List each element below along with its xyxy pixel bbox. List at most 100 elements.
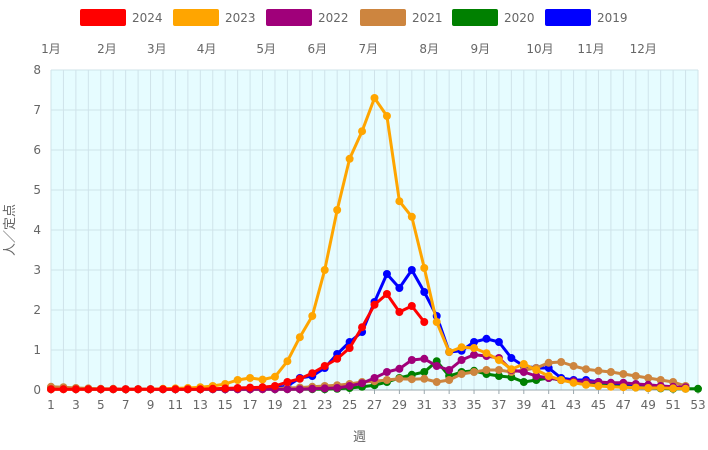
legend[interactable]: 2024 2023 2022 2021 2020 2019: [80, 9, 628, 26]
x-tick-label: 9: [147, 398, 155, 412]
data-point: [420, 264, 429, 272]
x-tick-label: 53: [690, 398, 705, 412]
data-point: [445, 348, 454, 356]
data-point: [470, 338, 479, 346]
data-point: [358, 127, 367, 136]
month-label: 11月: [577, 42, 604, 56]
data-point: [295, 385, 304, 394]
data-point: [345, 382, 354, 390]
data-point: [121, 385, 130, 394]
data-point: [619, 370, 628, 378]
data-point: [420, 354, 429, 363]
legend-label: 2020: [504, 11, 535, 25]
data-point: [395, 374, 404, 383]
data-point: [681, 384, 690, 393]
data-point: [109, 385, 118, 394]
legend-item-2021[interactable]: 2021: [360, 9, 443, 26]
data-point: [382, 112, 391, 120]
data-point: [308, 369, 317, 378]
data-point: [569, 362, 578, 370]
x-tick-label: 27: [367, 398, 382, 412]
data-point: [557, 358, 566, 366]
data-point: [482, 366, 491, 374]
data-point: [283, 378, 292, 386]
y-tick-label: 7: [33, 103, 41, 117]
data-point: [333, 354, 342, 363]
legend-swatch: [266, 9, 312, 26]
data-point: [333, 384, 342, 392]
data-point: [432, 318, 441, 326]
data-point: [519, 368, 528, 376]
data-point: [370, 94, 379, 102]
data-point: [420, 318, 429, 326]
x-tick-label: 15: [218, 398, 233, 412]
x-tick-label: 19: [267, 398, 282, 412]
legend-label: 2023: [225, 11, 256, 25]
data-point: [258, 383, 267, 392]
x-tick-label: 17: [242, 398, 257, 412]
y-tick-label: 2: [33, 303, 41, 317]
x-tick-label: 1: [47, 398, 55, 412]
data-point: [283, 385, 292, 394]
data-point: [382, 376, 391, 384]
data-point: [320, 384, 329, 393]
x-axis-label: 週: [353, 430, 366, 445]
legend-label: 2021: [412, 11, 443, 25]
month-label: 6月: [307, 42, 327, 56]
data-point: [382, 368, 391, 376]
month-label: 2月: [97, 42, 117, 56]
data-point: [420, 374, 429, 383]
data-point: [395, 364, 404, 373]
data-point: [345, 344, 354, 352]
x-tick-label: 43: [566, 398, 581, 412]
legend-item-2020[interactable]: 2020: [452, 9, 535, 26]
legend-label: 2022: [318, 11, 349, 25]
data-point: [445, 376, 454, 384]
data-point: [295, 374, 304, 383]
data-point: [71, 385, 80, 394]
data-point: [582, 380, 591, 389]
data-point: [544, 358, 553, 367]
data-point: [420, 288, 429, 296]
x-tick-label: 7: [122, 398, 130, 412]
x-tick-label: 5: [97, 398, 105, 412]
data-point: [457, 343, 466, 352]
data-point: [482, 349, 491, 358]
x-tick-label: 11: [168, 398, 183, 412]
data-point: [283, 357, 292, 366]
legend-item-2024[interactable]: 2024: [80, 9, 163, 26]
x-tick-label: 49: [641, 398, 656, 412]
legend-item-2019[interactable]: 2019: [545, 9, 628, 26]
data-point: [631, 372, 640, 380]
data-point: [494, 356, 503, 364]
data-point: [407, 302, 416, 310]
data-point: [196, 385, 205, 394]
month-label: 9月: [470, 42, 490, 56]
data-point: [594, 382, 603, 390]
legend-item-2023[interactable]: 2023: [173, 9, 256, 26]
data-point: [308, 312, 317, 320]
data-point: [320, 362, 329, 370]
x-tick-label: 31: [417, 398, 432, 412]
legend-item-2022[interactable]: 2022: [266, 9, 349, 26]
data-point: [146, 385, 155, 394]
data-point: [407, 212, 416, 221]
data-point: [519, 378, 528, 386]
y-tick-label: 6: [33, 143, 41, 157]
month-label: 12月: [630, 42, 657, 56]
data-point: [457, 356, 466, 364]
data-point: [694, 384, 702, 393]
data-point: [656, 384, 665, 392]
y-tick-label: 8: [33, 63, 41, 77]
data-point: [370, 374, 379, 382]
data-point: [47, 385, 55, 394]
data-point: [358, 323, 367, 332]
data-point: [494, 366, 503, 374]
x-tick-label: 21: [292, 398, 307, 412]
data-point: [619, 383, 628, 392]
x-tick-label: 39: [516, 398, 531, 412]
legend-swatch: [360, 9, 406, 26]
x-tick-label: 35: [466, 398, 481, 412]
